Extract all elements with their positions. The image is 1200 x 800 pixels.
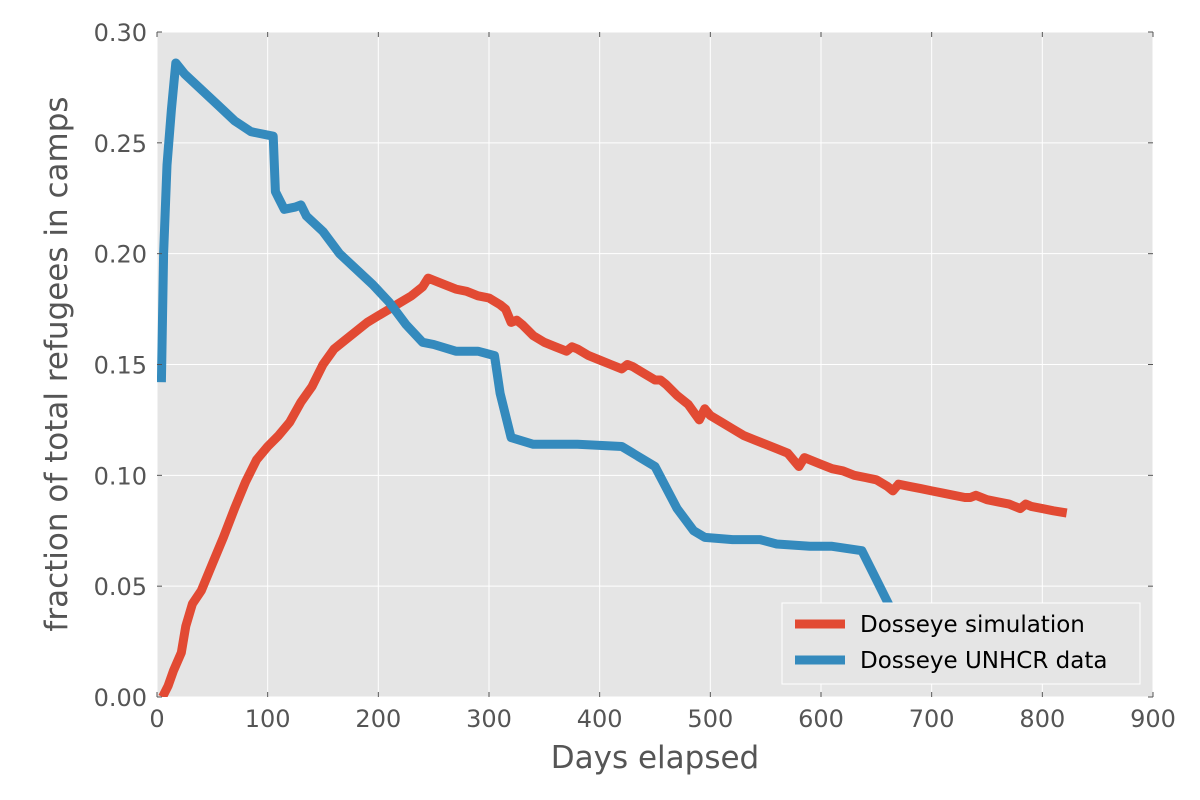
y-tick-label: 0.30 <box>94 19 147 47</box>
x-tick-label: 600 <box>798 705 844 733</box>
axis-ticks <box>156 31 1154 698</box>
legend-box <box>781 602 1141 685</box>
x-tick-label: 0 <box>149 705 164 733</box>
x-tick-label: 400 <box>577 705 623 733</box>
legend-label-unhcr: Dosseye UNHCR data <box>860 648 1107 674</box>
y-tick-label: 0.20 <box>94 241 147 269</box>
y-axis-label: fraction of total refugees in camps <box>39 96 75 631</box>
legend-label-simulation: Dosseye simulation <box>860 612 1085 638</box>
tick-labels: 0 100 200 300 400 500 600 700 800 900 0.00 0.05 0.10… <box>94 19 1176 733</box>
y-tick-label: 0.15 <box>94 352 147 380</box>
legend: Dosseye simulation Dosseye UNHCR data <box>781 602 1141 685</box>
series-line-unhcr <box>157 58 897 615</box>
x-tick-label: 200 <box>355 705 401 733</box>
x-tick-label: 700 <box>909 705 955 733</box>
series-line-simulation <box>158 273 1068 697</box>
y-tick-label: 0.10 <box>94 462 147 490</box>
series-layer <box>157 58 1068 697</box>
x-axis-label: Days elapsed <box>551 740 759 776</box>
x-tick-label: 900 <box>1130 705 1176 733</box>
x-tick-label: 500 <box>687 705 733 733</box>
y-tick-label: 0.00 <box>94 684 147 712</box>
y-tick-label: 0.05 <box>94 573 147 601</box>
x-tick-label: 100 <box>245 705 291 733</box>
x-tick-label: 300 <box>466 705 512 733</box>
x-tick-label: 800 <box>1019 705 1065 733</box>
y-tick-label: 0.25 <box>94 130 147 158</box>
